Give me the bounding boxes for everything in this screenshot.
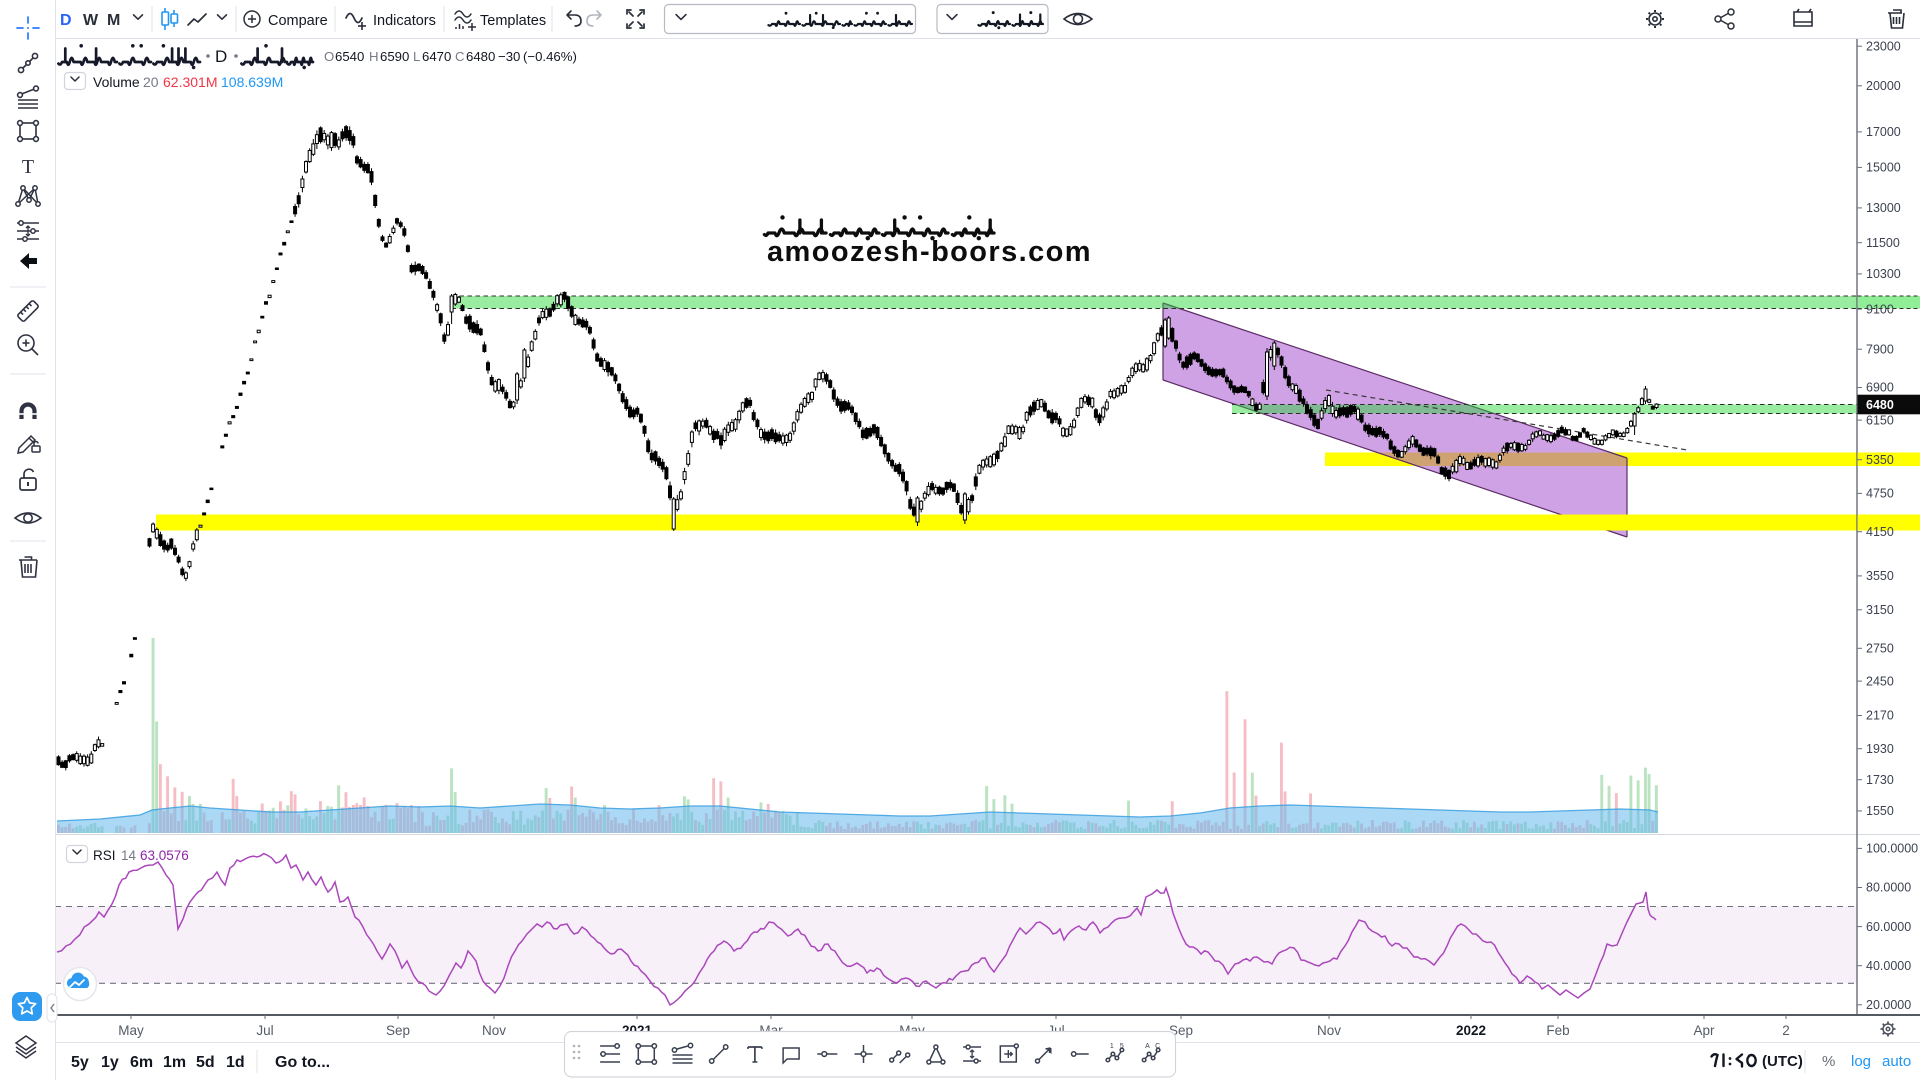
- svg-text:%: %: [1822, 1053, 1835, 1070]
- svg-text:3550: 3550: [1866, 569, 1894, 583]
- svg-text:May: May: [118, 1023, 144, 1038]
- svg-text:15000: 15000: [1866, 161, 1901, 175]
- svg-text:amoozesh-boors.com: amoozesh-boors.com: [767, 236, 1092, 268]
- svg-text:L: L: [413, 49, 420, 64]
- svg-text:1d: 1d: [226, 1054, 245, 1071]
- svg-text:C: C: [455, 49, 465, 64]
- svg-text:108.639M: 108.639M: [221, 74, 283, 90]
- svg-text:RSI: RSI: [93, 848, 116, 863]
- svg-text:M: M: [107, 12, 120, 29]
- svg-text:1y: 1y: [101, 1054, 119, 1071]
- svg-text:11500: 11500: [1866, 236, 1900, 250]
- svg-text:Feb: Feb: [1546, 1023, 1569, 1038]
- svg-text:1550: 1550: [1866, 804, 1894, 818]
- svg-text:6m: 6m: [130, 1054, 153, 1071]
- svg-text:log: log: [1851, 1053, 1871, 1070]
- svg-text:1: 1: [1110, 1043, 1114, 1050]
- svg-text:Nov: Nov: [482, 1023, 506, 1038]
- svg-text:C: C: [1155, 1043, 1160, 1050]
- svg-text:6470: 6470: [422, 49, 451, 64]
- svg-text:W: W: [83, 12, 99, 29]
- svg-text:10300: 10300: [1866, 267, 1901, 281]
- svg-text:100.0000: 100.0000: [1866, 842, 1918, 856]
- svg-text:1730: 1730: [1866, 773, 1894, 787]
- svg-text:5d: 5d: [196, 1054, 215, 1071]
- svg-text:60.0000: 60.0000: [1866, 920, 1911, 934]
- svg-text:5: 5: [1120, 1043, 1124, 1050]
- svg-text:Jul: Jul: [256, 1023, 273, 1038]
- svg-text:17000: 17000: [1866, 125, 1901, 139]
- svg-text:Volume: Volume: [93, 74, 140, 90]
- svg-text:13000: 13000: [1866, 201, 1901, 215]
- svg-text:14: 14: [121, 848, 137, 863]
- svg-text:1m: 1m: [163, 1054, 186, 1071]
- svg-text:23000: 23000: [1866, 39, 1901, 53]
- svg-text:auto: auto: [1882, 1053, 1911, 1070]
- svg-text:Indicators: Indicators: [373, 13, 436, 29]
- svg-text:4150: 4150: [1866, 525, 1894, 539]
- svg-text:A: A: [1145, 1043, 1150, 1050]
- svg-text:1930: 1930: [1866, 742, 1894, 756]
- svg-text:7900: 7900: [1866, 342, 1894, 356]
- svg-text:6590: 6590: [380, 49, 409, 64]
- svg-text:5y: 5y: [71, 1054, 89, 1071]
- svg-text:6480: 6480: [1866, 398, 1894, 412]
- svg-text:Sep: Sep: [386, 1023, 410, 1038]
- svg-text:Apr: Apr: [1693, 1023, 1715, 1038]
- svg-text:2750: 2750: [1866, 642, 1894, 656]
- svg-text:9100: 9100: [1866, 302, 1894, 316]
- svg-text:Go to...: Go to...: [275, 1054, 330, 1071]
- svg-text:6540: 6540: [335, 49, 364, 64]
- svg-text:2022: 2022: [1456, 1023, 1486, 1038]
- svg-text:5350: 5350: [1866, 453, 1894, 467]
- svg-text:H: H: [369, 49, 379, 64]
- svg-text:3150: 3150: [1866, 603, 1894, 617]
- svg-text:6900: 6900: [1866, 381, 1894, 395]
- svg-text:6480: 6480: [466, 49, 495, 64]
- svg-text:D: D: [60, 12, 72, 29]
- svg-text:2170: 2170: [1866, 709, 1894, 723]
- svg-text:Templates: Templates: [480, 13, 546, 29]
- svg-text:T: T: [22, 156, 34, 178]
- svg-text:80.0000: 80.0000: [1866, 881, 1911, 895]
- svg-text:Nov: Nov: [1317, 1023, 1341, 1038]
- svg-text:(UTC): (UTC): [1762, 1053, 1803, 1070]
- svg-text:40.0000: 40.0000: [1866, 959, 1911, 973]
- svg-text:20.0000: 20.0000: [1866, 998, 1911, 1012]
- svg-text:63.0576: 63.0576: [140, 848, 189, 863]
- svg-text:2: 2: [1782, 1023, 1790, 1038]
- svg-text:20: 20: [143, 74, 159, 90]
- svg-text:Compare: Compare: [268, 13, 328, 29]
- svg-text:D: D: [215, 47, 227, 66]
- svg-text:4750: 4750: [1866, 487, 1894, 501]
- svg-text:6150: 6150: [1866, 413, 1894, 427]
- svg-text:62.301M: 62.301M: [163, 74, 217, 90]
- svg-text:O: O: [324, 49, 334, 64]
- svg-text:2450: 2450: [1866, 674, 1894, 688]
- svg-text:−30: −30: [498, 49, 520, 64]
- svg-text:(−0.46%): (−0.46%): [523, 49, 577, 64]
- svg-text:20000: 20000: [1866, 79, 1901, 93]
